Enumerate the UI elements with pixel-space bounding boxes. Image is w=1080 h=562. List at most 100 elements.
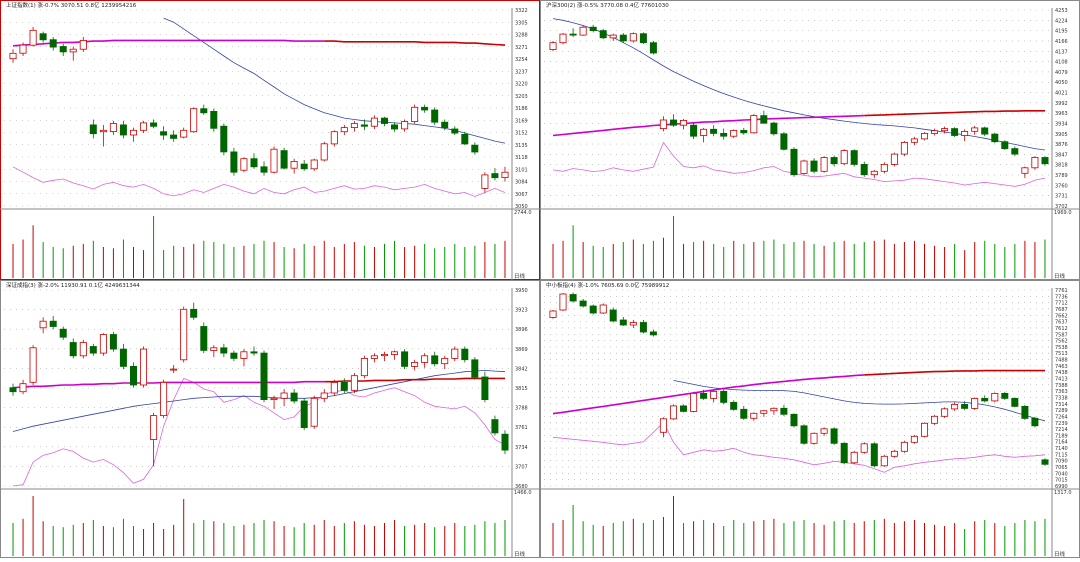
y-tick-label: 7413 (1055, 377, 1068, 383)
period-label: 日线 (514, 272, 526, 280)
candle-body (1031, 157, 1039, 169)
candle-body (190, 108, 198, 133)
candle-body (730, 401, 738, 410)
candle-body (850, 451, 858, 464)
candle-body (830, 157, 838, 165)
candle-body (160, 381, 168, 416)
y-tick-label: 3896 (515, 327, 528, 333)
candle-body (890, 153, 898, 165)
y-tick-label: 3934 (1055, 121, 1068, 127)
y-tick-label: 3789 (1055, 173, 1068, 179)
candle-body (119, 124, 127, 136)
candle-body (1021, 405, 1029, 419)
volume-tick-label: 1317.0 (1054, 490, 1072, 496)
candle-body (579, 26, 587, 36)
y-tick-label: 7239 (1055, 421, 1068, 427)
candle-body (840, 442, 848, 464)
candle-body (300, 163, 308, 170)
candle-body (941, 128, 949, 132)
y-tick-label: 3950 (515, 288, 528, 294)
candle-body (69, 48, 77, 53)
chart-panel-2: 沪深300(2) 涨-0.5% 3770.08 0.4亿 77601030 425… (540, 0, 1080, 280)
candle-body (921, 422, 929, 437)
candle-body (649, 42, 657, 54)
panel-frame (540, 280, 1080, 558)
candle-body (780, 133, 788, 150)
candle-body (800, 160, 808, 174)
candle-body (350, 123, 358, 128)
candle-body (380, 353, 388, 357)
y-tick-label: 3254 (515, 57, 528, 63)
candle-body (461, 133, 469, 145)
y-tick-label: 7264 (1055, 414, 1068, 420)
candle-body (501, 433, 509, 451)
candle-body (49, 39, 57, 48)
candle-body (59, 328, 67, 338)
candle-body (19, 383, 27, 393)
ma-long-line (12, 39, 325, 47)
candle-body (870, 170, 878, 176)
candle-body (559, 33, 567, 44)
y-tick-label: 4050 (1055, 80, 1068, 86)
candle-body (230, 151, 238, 173)
ma-long-line (552, 374, 865, 415)
candle-body (280, 150, 288, 169)
y-tick-label: 7338 (1055, 395, 1068, 401)
candle-body (559, 293, 567, 311)
ma-long-line-tail (864, 110, 1045, 117)
candle-body (810, 160, 818, 172)
candle-body (659, 418, 667, 433)
candle-body (451, 348, 459, 359)
candle-body (1011, 397, 1019, 407)
candle-body (320, 392, 328, 399)
candle-body (39, 320, 47, 329)
candle-body (501, 171, 509, 178)
candle-body (1001, 141, 1009, 149)
candle-body (720, 132, 728, 137)
candle-body (659, 119, 667, 130)
candle-body (370, 355, 378, 359)
candle-body (770, 122, 778, 135)
candle-body (310, 397, 318, 427)
y-tick-label: 3876 (1055, 142, 1068, 148)
y-tick-label: 7164 (1055, 440, 1068, 446)
y-tick-label: 7438 (1055, 370, 1068, 376)
candle-body (99, 334, 107, 354)
candle-body (340, 127, 348, 133)
panel-frame (0, 280, 540, 558)
candle-body (670, 119, 678, 126)
candle-body (170, 134, 178, 139)
ma-long-line-tail (864, 369, 1045, 376)
candle-body (609, 309, 617, 322)
candle-body (780, 407, 788, 415)
candle-body (290, 392, 298, 402)
chart-panel-3: 深证成指(3) 涨-2.0% 11930.91 0.1亿 4249631344 3… (0, 280, 540, 558)
y-tick-label: 7488 (1055, 358, 1068, 364)
candle-body (900, 441, 908, 452)
ma-short-line (552, 141, 1046, 187)
period-label: 日线 (514, 550, 526, 558)
candle-body (300, 400, 308, 429)
y-tick-label: 3152 (515, 131, 528, 137)
y-tick-label: 7712 (1055, 301, 1068, 307)
candle-body (790, 148, 798, 176)
candle-body (39, 33, 47, 41)
candle-body (79, 342, 87, 357)
candle-body (961, 403, 969, 409)
candle-body (720, 390, 728, 403)
candle-body (139, 122, 147, 131)
volume-tick-label: 2744.0 (514, 210, 532, 216)
candle-body (109, 334, 117, 350)
candle-body (589, 26, 597, 32)
candle-body (880, 163, 888, 172)
candle-body (210, 347, 218, 351)
candle-body (190, 308, 198, 318)
y-tick-label: 4166 (1055, 39, 1068, 45)
y-tick-label: 6990 (1055, 484, 1068, 490)
y-tick-label: 4195 (1055, 29, 1068, 35)
candle-body (810, 432, 818, 444)
candle-body (820, 157, 828, 172)
candle-body (260, 166, 268, 173)
candle-body (931, 415, 939, 424)
